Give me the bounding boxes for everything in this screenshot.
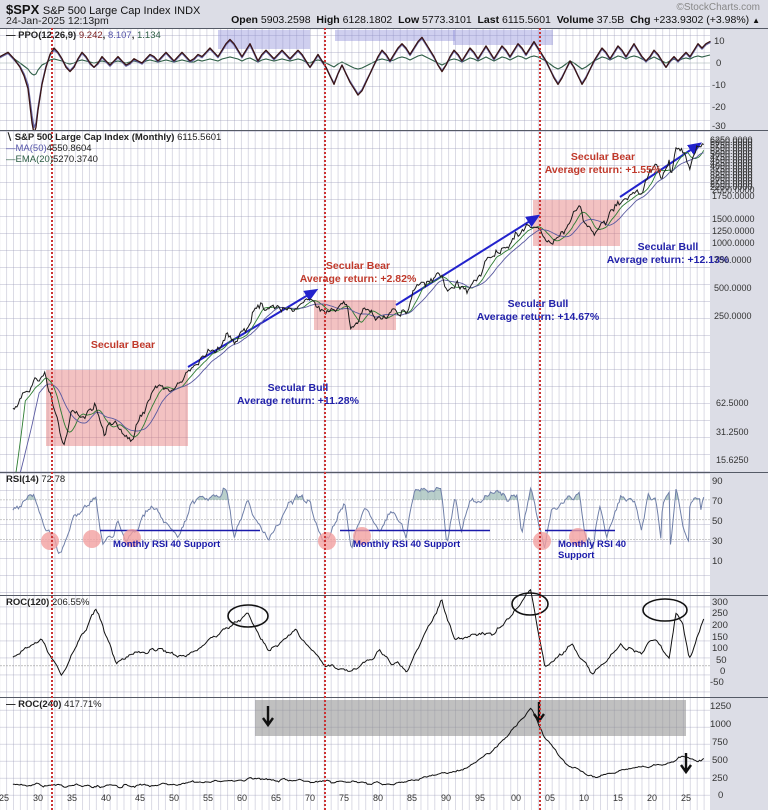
- svg-text:300: 300: [712, 597, 728, 608]
- svg-text:200: 200: [712, 620, 728, 631]
- svg-text:1250: 1250: [710, 701, 731, 712]
- svg-text:50: 50: [716, 655, 727, 666]
- svg-text:1750.0000: 1750.0000: [712, 191, 755, 201]
- svg-text:1500.0000: 1500.0000: [712, 214, 755, 224]
- svg-text:10: 10: [714, 36, 725, 47]
- svg-text:15.6250: 15.6250: [716, 455, 749, 465]
- svg-text:250.0000: 250.0000: [714, 311, 752, 321]
- svg-text:1000.0000: 1000.0000: [712, 238, 755, 248]
- svg-text:250: 250: [712, 773, 728, 784]
- svg-text:750.0000: 750.0000: [714, 255, 752, 265]
- svg-text:50: 50: [712, 516, 723, 527]
- svg-text:750: 750: [712, 737, 728, 748]
- svg-text:100: 100: [712, 643, 728, 654]
- svg-text:250: 250: [712, 608, 728, 619]
- svg-text:-50: -50: [710, 677, 724, 688]
- svg-text:-20: -20: [712, 102, 726, 113]
- svg-text:1250.0000: 1250.0000: [712, 226, 755, 236]
- svg-text:31.2500: 31.2500: [716, 427, 749, 437]
- svg-text:10: 10: [712, 556, 723, 567]
- svg-text:500.0000: 500.0000: [714, 283, 752, 293]
- svg-text:0: 0: [720, 666, 725, 677]
- svg-text:-10: -10: [712, 80, 726, 91]
- svg-text:0: 0: [716, 58, 721, 69]
- svg-text:500: 500: [712, 755, 728, 766]
- svg-text:150: 150: [712, 632, 728, 643]
- svg-text:30: 30: [712, 536, 723, 547]
- svg-text:1000: 1000: [710, 719, 731, 730]
- svg-text:90: 90: [712, 476, 723, 487]
- svg-text:70: 70: [712, 496, 723, 507]
- svg-text:0: 0: [718, 790, 723, 801]
- svg-text:62.5000: 62.5000: [716, 398, 749, 408]
